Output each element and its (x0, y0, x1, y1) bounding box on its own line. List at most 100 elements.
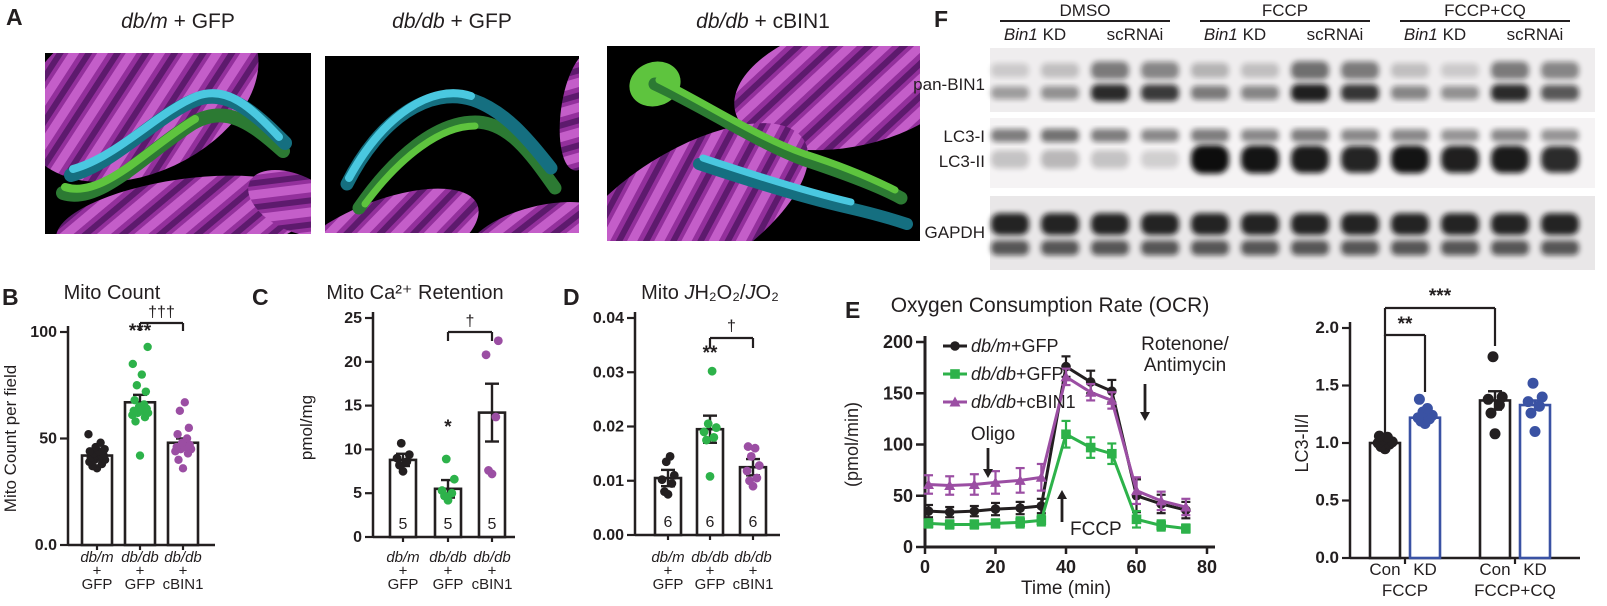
svg-text:db/db: db/db (473, 549, 511, 566)
data-point (746, 451, 756, 461)
svg-text:Bin1 KD: Bin1 KD (1404, 25, 1466, 44)
svg-text:db/m+GFP: db/m+GFP (971, 336, 1059, 356)
svg-text:pmol/mg: pmol/mg (297, 395, 316, 460)
svg-text:LC3-II: LC3-II (939, 152, 985, 171)
data-point (491, 412, 501, 422)
svg-text:20: 20 (344, 354, 362, 371)
blot-band (1241, 129, 1279, 142)
gfp-tubule-highlight (361, 122, 479, 208)
data-point (396, 438, 406, 448)
data-point (1421, 403, 1433, 414)
blot-band (1041, 149, 1079, 169)
blot-band (1491, 213, 1529, 236)
blot-strip (990, 48, 1595, 112)
svg-text:scRNAi: scRNAi (1507, 25, 1564, 44)
svg-text:db/m: db/m (651, 549, 684, 566)
blot-band (1441, 129, 1479, 142)
svg-text:0: 0 (920, 557, 930, 577)
svg-text:Rotenone/: Rotenone/ (1141, 334, 1229, 355)
svg-text:100: 100 (30, 324, 57, 341)
mito-ca-retention-chart: Mito Ca²⁺ Retention 0 5 10 15 20 25 pmol/mg 5 5 5 *… (297, 282, 515, 593)
svg-text:6: 6 (664, 514, 673, 531)
blot-band (1191, 129, 1229, 142)
data-point (128, 359, 137, 369)
svg-text:+: + (706, 563, 715, 580)
svg-text:Antimycin: Antimycin (1144, 355, 1226, 376)
data-point (707, 366, 717, 376)
data-point (100, 444, 109, 454)
svg-text:6: 6 (749, 514, 758, 531)
data-point (745, 476, 754, 486)
blot-band (1191, 213, 1229, 236)
render-art-2 (325, 56, 579, 233)
blot-band (1341, 240, 1379, 256)
blot-band (1541, 129, 1579, 142)
svg-text:15: 15 (344, 398, 362, 415)
bar (1408, 416, 1442, 560)
data-point (174, 455, 183, 464)
svg-text:+: + (93, 563, 102, 580)
svg-text:***: *** (129, 321, 152, 342)
blot-band (1441, 86, 1479, 100)
svg-text:6: 6 (706, 514, 715, 531)
t-tubule-highlight (69, 89, 283, 173)
svg-text:GFP: GFP (653, 576, 684, 593)
data-point (131, 417, 140, 426)
svg-text:Time (min): Time (min) (1021, 578, 1111, 599)
mito-count-chart: Mito Count 0.0 50 100 Mito Count per field **… (1, 282, 215, 593)
blot-band (991, 213, 1029, 236)
data-point (404, 450, 414, 460)
series-line (928, 432, 1187, 531)
mitochondria-cluster (559, 56, 579, 171)
series-line (928, 374, 1187, 509)
panel-d-label: D (563, 284, 580, 310)
data-point (96, 438, 105, 447)
blot-band (1141, 129, 1179, 142)
data-point (1529, 426, 1541, 437)
bar (166, 441, 200, 547)
svg-text:60: 60 (1126, 557, 1146, 577)
blot-band (1341, 213, 1379, 236)
gfp-tubule-highlight (655, 76, 899, 194)
svg-text:LC3-I: LC3-I (943, 127, 985, 146)
blot-band (1491, 61, 1529, 80)
blot-band (1041, 213, 1079, 236)
svg-text:**: ** (1398, 314, 1413, 335)
data-point (1536, 391, 1548, 403)
mitochondria-cluster (734, 46, 920, 151)
svg-text:+: + (444, 563, 453, 580)
svg-text:pan-BIN1: pan-BIN1 (913, 75, 985, 94)
svg-text:Bin1 KD: Bin1 KD (1204, 25, 1266, 44)
svg-text:5: 5 (399, 516, 408, 533)
data-point (705, 472, 715, 481)
mito-3d-render-dbdb-gfp (325, 56, 579, 233)
blot-band (1391, 213, 1429, 236)
blot-band (1141, 150, 1179, 169)
blot-band (1191, 62, 1229, 78)
svg-text:+: + (664, 563, 673, 580)
svg-text:0.5: 0.5 (1315, 491, 1339, 510)
blot-band (1341, 84, 1379, 102)
blot-band (1091, 61, 1129, 80)
blot-band (1141, 213, 1179, 236)
blot-band (1341, 129, 1379, 142)
mitochondria-cluster (325, 188, 479, 233)
svg-text:db/db: db/db (734, 549, 772, 566)
data-point (484, 466, 493, 475)
blot-band (1541, 61, 1579, 80)
blot-band (1291, 61, 1329, 80)
svg-text:Mito JH₂O₂/JO₂: Mito JH₂O₂/JO₂ (641, 282, 779, 304)
blot-band (1541, 85, 1579, 101)
data-point (699, 427, 709, 437)
svg-text:db/m: db/m (80, 549, 113, 566)
svg-text:cBIN1: cBIN1 (163, 576, 204, 593)
svg-text:100: 100 (883, 435, 913, 455)
data-point (437, 486, 447, 495)
mitochondria-cluster (45, 53, 259, 183)
blot-band (1291, 84, 1329, 102)
panel-a-label: A (6, 4, 23, 30)
render-title-dbm-gfp: db/m + GFP (121, 10, 235, 33)
data-point (392, 453, 402, 463)
blot-band (1091, 213, 1129, 236)
